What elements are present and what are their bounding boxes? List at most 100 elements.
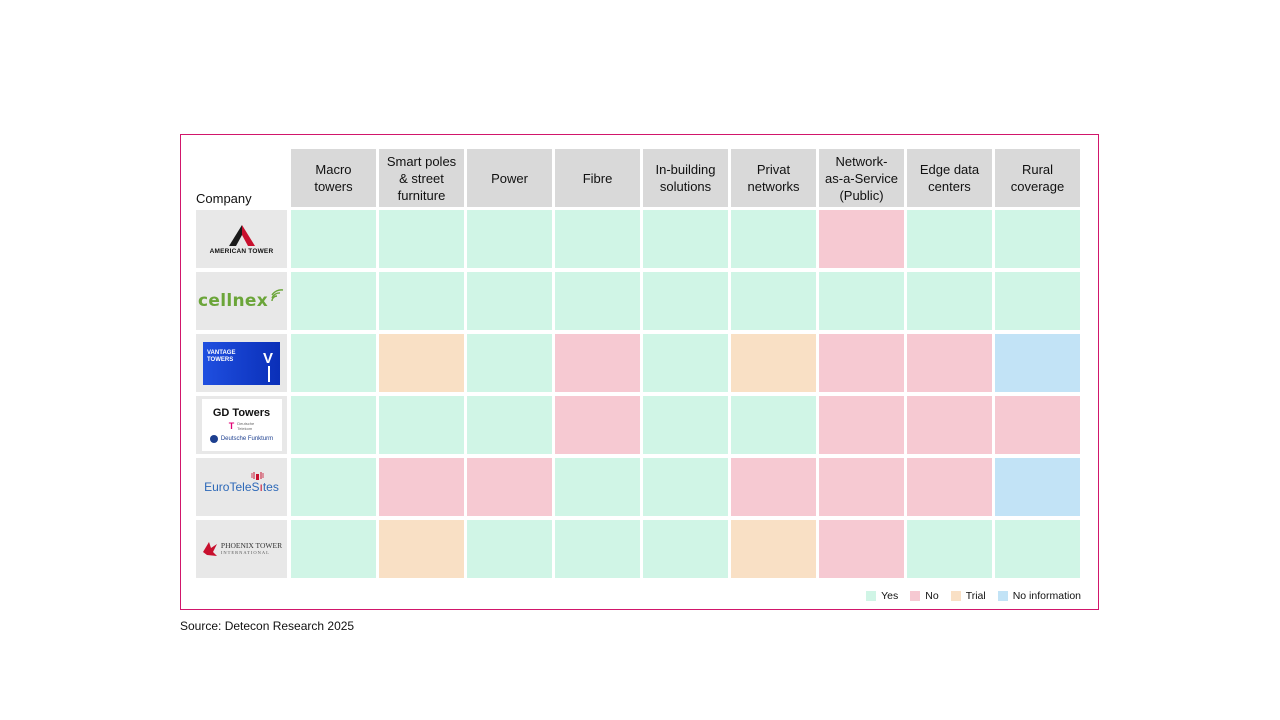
status-cell [291,396,376,454]
logo-phoenix-tower: PHOENIX TOWER INTERNATIONAL [196,520,287,578]
column-header-line: coverage [1010,179,1065,194]
status-cell [819,272,904,330]
status-cell [731,334,816,392]
column-header-line: networks [747,179,800,194]
column-header-line: centers [928,179,971,194]
status-cell [731,210,816,268]
status-cell [555,458,640,516]
status-cell [467,458,552,516]
legend-label: No information [1012,590,1081,602]
gd-funkturm-text: Deutsche Funkturm [220,436,274,442]
column-header: Rural coverage [995,149,1080,207]
column-header-line: Fibre [582,170,613,186]
legend-swatch [950,591,961,601]
logo-american-tower: AMERICAN TOWER [196,210,287,268]
column-header-line: solutions [659,179,712,194]
legend-item: No [910,590,939,602]
legend-label: Trial [965,590,986,602]
status-cell [995,210,1080,268]
legend-item: Yes [866,590,898,602]
status-cell [379,396,464,454]
status-cell [907,458,992,516]
status-cell [819,520,904,578]
status-cell [379,520,464,578]
status-cell [467,272,552,330]
column-header: Fibre [555,149,640,207]
column-header: Privat networks [731,149,816,207]
gd-telekom-text-2: Telekom [237,426,253,431]
column-header-line: Macro [315,162,352,177]
status-cell [643,458,728,516]
cellnex-text: cellnex [198,291,268,311]
status-cell [995,458,1080,516]
american-tower-text: AMERICAN TOWER [209,247,274,255]
euroteles-signal-icon [251,472,264,480]
column-header-line: Smart poles [386,153,457,169]
logo-gd-towers: GD Towers T Deutsche Telekom Deutsche Fu… [196,396,287,454]
logo-cellnex: cellnex [196,272,287,330]
column-header: Smart poles & street furniture [379,149,464,207]
chart-frame [180,134,1099,610]
legend-label: Yes [881,590,899,602]
status-cell [995,520,1080,578]
legend-swatch [997,591,1008,601]
source-note: Source: Detecon Research 2025 [180,619,355,633]
status-cell [643,520,728,578]
column-header-line: In-building [655,162,716,177]
status-cell [555,334,640,392]
row-header-label: Company [196,191,252,206]
american-tower-mark-icon [228,224,255,246]
status-cell [907,210,992,268]
column-header-line: Privat [756,162,791,177]
status-cell [731,458,816,516]
column-header: In-building solutions [643,149,728,207]
column-header: Power [467,149,552,207]
legend-swatch [910,591,921,601]
euroteles-text-2: tes [262,480,279,494]
signal-waves-icon [271,289,284,302]
status-cell [907,520,992,578]
status-cell [643,396,728,454]
status-cell [995,396,1080,454]
status-cell [643,210,728,268]
status-cell [379,272,464,330]
euroteles-text-1: EuroTeleS [204,480,260,494]
status-cell [819,458,904,516]
status-cell [555,396,640,454]
status-cell [995,272,1080,330]
status-cell [379,334,464,392]
status-cell [907,272,992,330]
phoenix-text-1: PHOENIX TOWER [220,541,283,550]
status-cell [467,334,552,392]
logo-vantage-towers: VANTAGE TOWERS V [196,334,287,392]
telekom-t-icon: T [228,421,235,431]
status-cell [379,458,464,516]
status-cell [731,272,816,330]
column-header-line: as-a-Service [825,170,898,186]
funkturm-icon [209,435,218,443]
gd-towers-text: GD Towers [212,407,271,419]
column-header: Network-as-a-Service (Public) [819,149,904,207]
column-header-line: Rural [1021,162,1054,177]
legend: Yes No Trial No information [866,590,1081,602]
column-header: Edge data centers [907,149,992,207]
vantage-text-1: VANTAGE [207,349,236,356]
status-cell [467,396,552,454]
status-cell [643,334,728,392]
column-header-line: towers [314,179,353,194]
status-cell [555,520,640,578]
status-cell [995,334,1080,392]
column-header-line: furniture [397,187,446,203]
legend-swatch [866,591,877,601]
status-cell [291,520,376,578]
column-header-line: (Public) [839,187,884,203]
phoenix-bird-icon [202,542,217,556]
gd-telekom-text-1: Deutsche [237,421,255,426]
status-cell [291,272,376,330]
status-cell [291,210,376,268]
status-cell [467,210,552,268]
status-cell [555,272,640,330]
phoenix-text-2: INTERNATIONAL [220,550,270,555]
status-cell [731,520,816,578]
legend-item: Trial [950,590,986,602]
